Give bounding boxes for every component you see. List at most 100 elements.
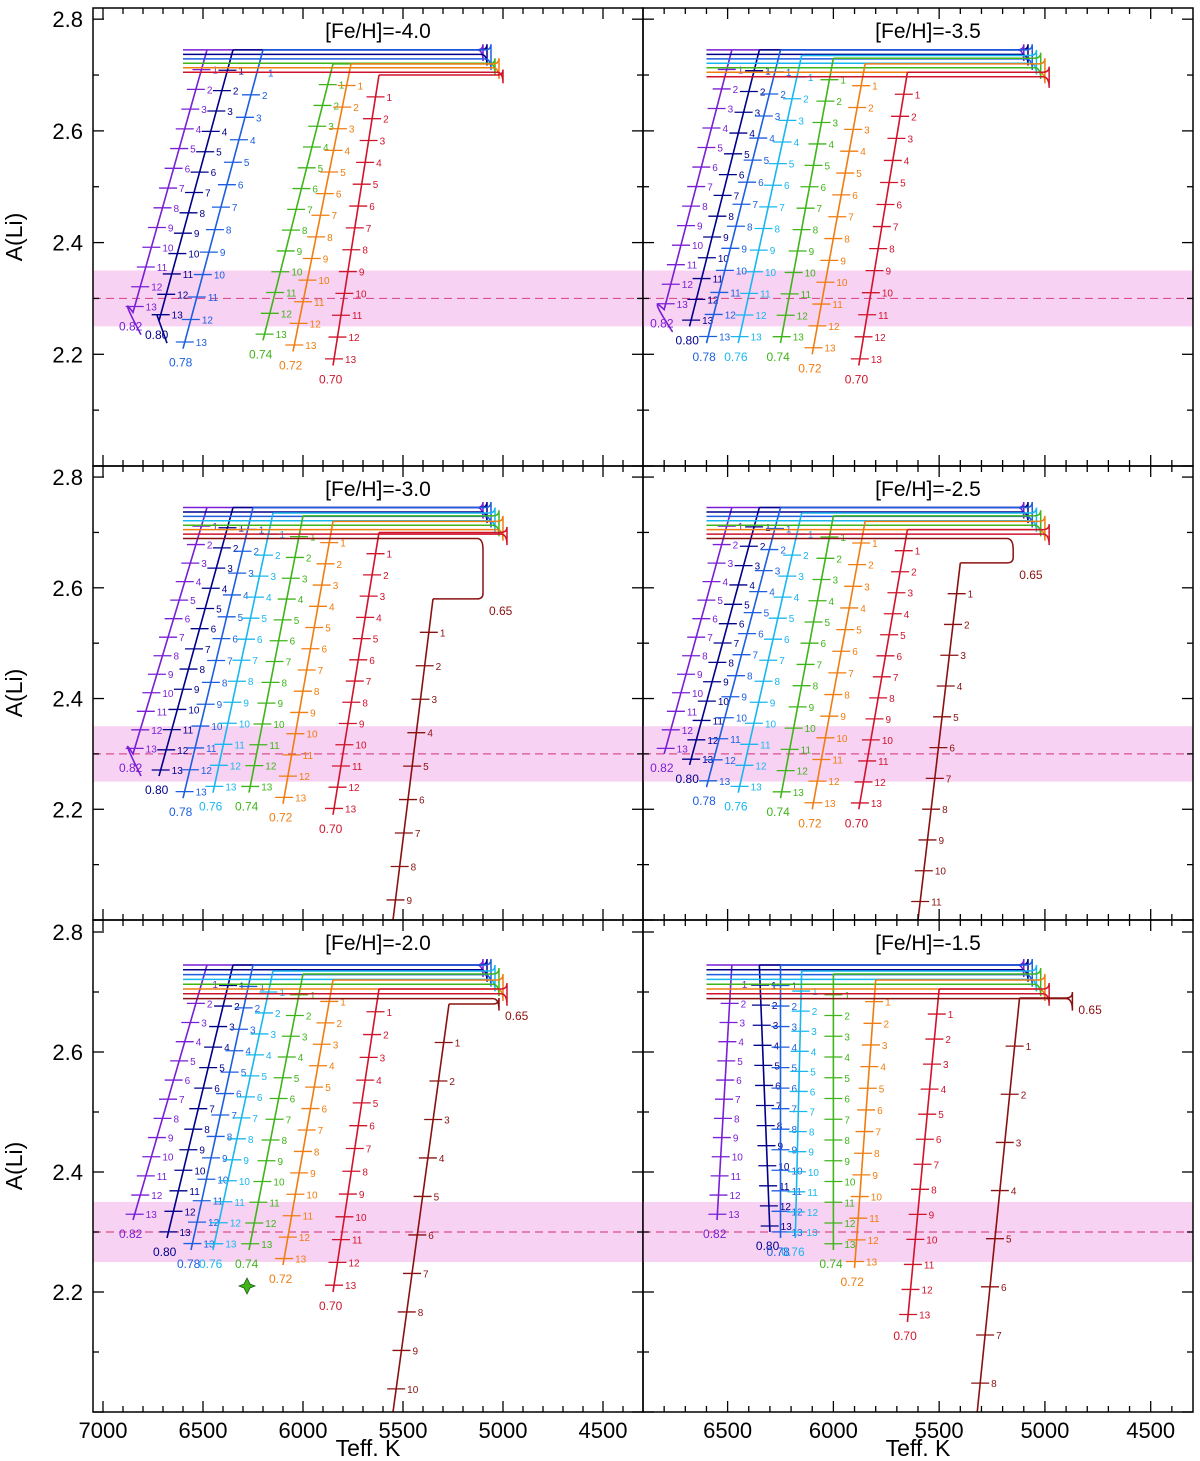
age-tick-label: 2 <box>733 541 739 552</box>
y-tick-label: 2.2 <box>52 1280 83 1305</box>
age-tick-label: 5 <box>216 604 222 615</box>
mass-label: 0.70 <box>319 822 343 836</box>
age-tick-label: 7 <box>318 666 324 677</box>
age-tick-label: 1 <box>812 987 818 998</box>
mass-label: 0.72 <box>269 1272 293 1286</box>
age-tick-label: 3 <box>864 582 870 593</box>
age-tick-label: 6 <box>419 796 425 807</box>
age-tick-label: 3 <box>444 1115 450 1126</box>
panel-title: [Fe/H]=-2.0 <box>325 932 431 955</box>
mass-label: 0.82 <box>119 1227 143 1241</box>
age-tick-label: 8 <box>199 665 205 676</box>
age-tick-label: 7 <box>996 1331 1002 1342</box>
age-tick-label: 8 <box>204 1125 210 1136</box>
mass-label: 0.80 <box>145 783 169 797</box>
age-tick-label: 13 <box>702 316 714 327</box>
age-tick-label: 8 <box>199 209 205 220</box>
track-loop-0.78 <box>183 44 492 71</box>
panel-title: [Fe/H]=-3.5 <box>875 20 981 43</box>
track-0.76 <box>794 970 803 1239</box>
age-tick-label: 11 <box>206 744 217 755</box>
track-0.80 <box>158 507 234 777</box>
age-tick-label: 9 <box>741 244 747 255</box>
age-tick-label: 11 <box>878 757 889 768</box>
track-loop-0.72 <box>183 58 500 79</box>
age-tick-label: 1 <box>742 980 748 991</box>
age-tick-label: 2 <box>812 1007 818 1018</box>
age-tick-label: 7 <box>205 645 211 656</box>
age-tick-label: 10 <box>273 720 285 731</box>
age-tick-label: 8 <box>774 677 780 688</box>
age-tick-label: 3 <box>832 119 838 130</box>
track-loop-0.70 <box>183 69 504 84</box>
age-tick-label: 5 <box>1006 1235 1012 1246</box>
age-tick-label: 4 <box>749 129 755 140</box>
age-tick-label: 13 <box>792 1228 804 1239</box>
age-tick-label: 3 <box>380 137 386 148</box>
age-tick-label: 3 <box>248 569 254 580</box>
age-tick-label: 9 <box>243 1156 249 1167</box>
age-tick-label: 1 <box>808 73 814 84</box>
age-tick-label: 5 <box>774 1061 780 1072</box>
age-tick-label: 9 <box>809 703 815 714</box>
x-axis-label: Teff, K <box>336 1435 401 1456</box>
age-tick-label: 10 <box>355 1213 367 1224</box>
age-tick-label: 10 <box>836 734 848 745</box>
age-tick-label: 10 <box>778 1162 790 1173</box>
panel-title: [Fe/H]=-2.5 <box>875 478 981 501</box>
track-loop-0.70 <box>183 982 508 1006</box>
age-tick-label: 13 <box>203 1240 215 1251</box>
track-0.70 <box>332 532 380 815</box>
age-tick-label: 4 <box>298 595 304 606</box>
age-tick-label: 8 <box>809 1128 815 1139</box>
y-tick-label: 2.6 <box>52 576 83 601</box>
age-tick-label: 4 <box>880 1063 886 1074</box>
track-0.76 <box>737 55 803 344</box>
age-tick-label: 1 <box>1026 1042 1032 1053</box>
age-tick-label: 3 <box>775 112 781 123</box>
age-tick-label: 2 <box>1021 1090 1027 1101</box>
age-tick-label: 12 <box>682 280 694 291</box>
age-tick-label: 13 <box>146 302 158 313</box>
age-tick-label: 5 <box>373 1099 379 1110</box>
age-tick-label: 8 <box>889 245 895 256</box>
panel-1: 123456789101112130.82123456789101112130.… <box>642 7 1194 467</box>
age-tick-label: 4 <box>811 1047 817 1058</box>
age-tick-label: 6 <box>321 645 327 656</box>
mass-label: 0.78 <box>692 350 716 364</box>
age-tick-label: 10 <box>844 1178 856 1189</box>
age-tick-label: 4 <box>439 1154 445 1165</box>
track-0.72 <box>853 979 877 1269</box>
age-tick-label: 1 <box>771 981 777 992</box>
age-tick-label: 2 <box>449 1077 455 1088</box>
age-tick-label: 6 <box>236 1090 242 1101</box>
age-tick-label: 5 <box>825 618 831 629</box>
age-tick-label: 6 <box>784 181 790 192</box>
age-tick-label: 6 <box>185 615 191 626</box>
age-tick-label: 5 <box>856 626 862 637</box>
age-tick-label: 3 <box>792 1023 798 1034</box>
age-tick-label: 6 <box>712 615 718 626</box>
age-tick-label: 4 <box>427 729 433 740</box>
age-tick-label: 1 <box>339 81 345 92</box>
age-tick-label: 12 <box>208 1218 220 1229</box>
track-0.70 <box>332 74 380 366</box>
age-tick-label: 6 <box>321 1105 327 1116</box>
mass-label: 0.76 <box>724 800 748 814</box>
age-tick-label: 12 <box>792 1207 804 1218</box>
age-tick-label: 7 <box>415 829 421 840</box>
age-tick-label: 9 <box>168 1134 174 1145</box>
age-tick-label: 1 <box>259 525 265 536</box>
panel-plot-area: 123456789101112130.82123456789101112130.… <box>93 501 643 920</box>
age-tick-label: 1 <box>738 65 744 76</box>
age-tick-label: 4 <box>222 127 228 138</box>
track-0.82 <box>716 964 733 1221</box>
age-tick-label: 13 <box>146 744 158 755</box>
age-tick-label: 10 <box>935 867 947 878</box>
track-loop-0.65 <box>183 537 484 600</box>
age-tick-label: 9 <box>220 248 226 259</box>
age-tick-label: 10 <box>318 276 330 287</box>
age-tick-label: 7 <box>933 1160 939 1171</box>
track-loop-0.70 <box>706 982 1050 1006</box>
